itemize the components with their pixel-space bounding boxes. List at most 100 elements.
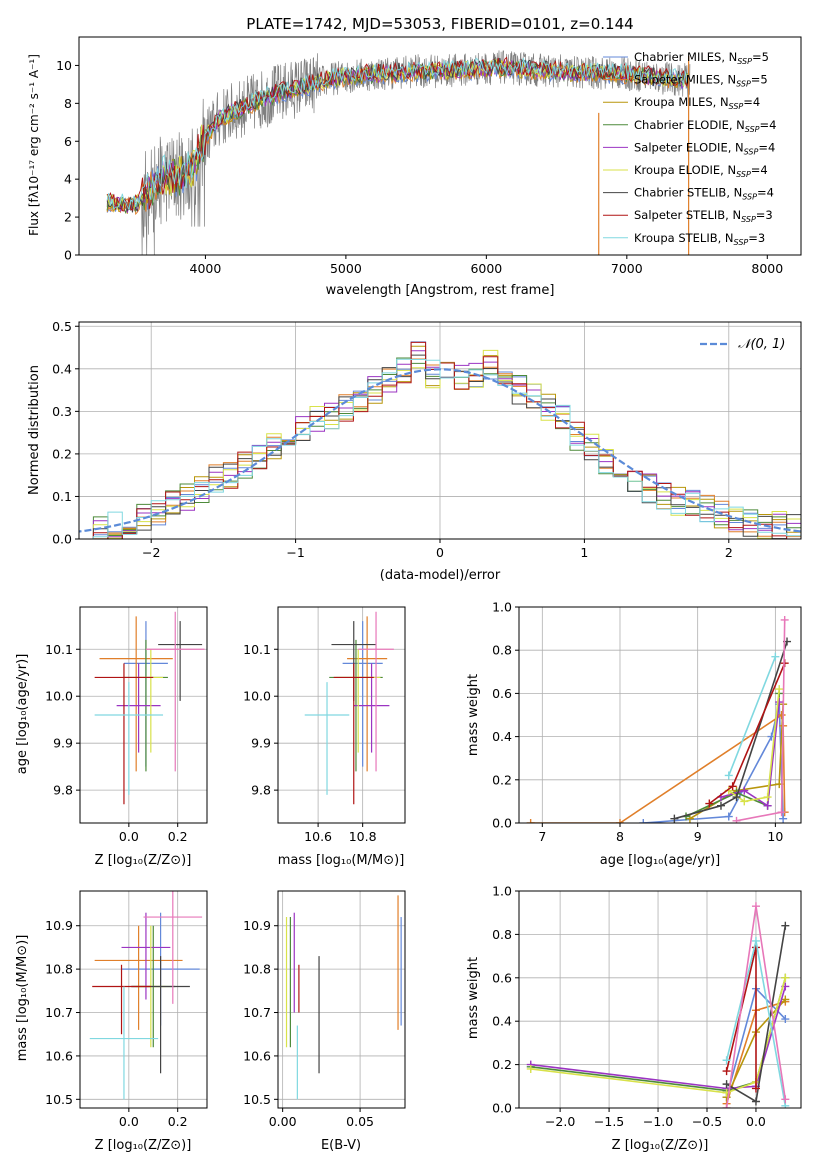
weight-line xyxy=(728,656,777,776)
x-tick-label: 6000 xyxy=(470,261,502,276)
x-tick-label: 0.0 xyxy=(746,1114,766,1129)
y-tick-label: 9.9 xyxy=(53,736,73,751)
errorbar-point xyxy=(89,986,159,1100)
y-tick-label: 0.0 xyxy=(492,1101,512,1116)
y-tick-label: 0.0 xyxy=(52,532,72,547)
weight-vs-Z-xlabel: Z [log₁₀(Z/Z⊙)] xyxy=(612,1138,709,1153)
legend-label: Chabrier MILES, NSSP=5 xyxy=(634,50,769,66)
plot-area xyxy=(285,895,402,1100)
weight-marker xyxy=(781,921,790,930)
gaussian-reference xyxy=(79,368,801,533)
plot-area xyxy=(94,611,205,805)
axes-frame xyxy=(518,606,802,824)
mass-vs-Z-xlabel: Z [log₁₀(Z/Z⊙)] xyxy=(95,1138,192,1153)
x-tick-label: 10.8 xyxy=(349,829,377,844)
x-tick-label: −0.5 xyxy=(692,1114,722,1129)
y-tick-label: 10.9 xyxy=(243,918,271,933)
errorbar-point xyxy=(121,912,171,1000)
errorbar-point xyxy=(143,891,203,1004)
weight-marker xyxy=(779,814,788,823)
y-tick-label: 1.0 xyxy=(492,884,512,899)
y-tick-label: 10.5 xyxy=(243,1092,271,1107)
errorbar-point xyxy=(92,964,151,1035)
weight-marker xyxy=(781,973,790,982)
x-tick-label: 0.00 xyxy=(269,1114,297,1129)
weight-marker xyxy=(670,814,679,823)
axes-frame xyxy=(277,606,406,824)
errorbar-point xyxy=(94,663,154,805)
legend-label: Kroupa ELODIE, NSSP=4 xyxy=(634,163,768,179)
weight-marker xyxy=(751,1097,760,1106)
axes-frame xyxy=(277,890,406,1109)
y-tick-label: 0.4 xyxy=(492,1014,512,1029)
legend-label: Salpeter MILES, NSSP=5 xyxy=(634,73,768,89)
x-tick-label: 1 xyxy=(580,545,588,560)
weight-marker xyxy=(716,801,725,810)
weight-marker xyxy=(639,819,648,823)
weight-vs-age-ylabel: mass weight xyxy=(466,674,481,756)
y-tick-label: 10.5 xyxy=(45,1092,73,1107)
weight-marker xyxy=(722,1104,731,1108)
weight-marker xyxy=(740,797,749,806)
y-tick-label: 9.9 xyxy=(251,736,271,751)
weight-marker xyxy=(775,685,784,694)
y-tick-label: 1.0 xyxy=(492,600,512,615)
x-tick-label: 10 xyxy=(767,829,783,844)
age-vs-metallicity-panel: Z [log₁₀(Z/Z⊙)] age [log₁₀(age/yr)] 0.0 0… xyxy=(15,606,208,868)
errorbar-point xyxy=(333,663,374,805)
x-tick-label: 9 xyxy=(694,829,702,844)
weight-marker xyxy=(777,711,786,719)
legend-label: Kroupa STELIB, NSSP=3 xyxy=(634,231,765,247)
y-tick-label: 10.1 xyxy=(243,642,271,657)
y-tick-label: 0.2 xyxy=(52,446,72,461)
x-tick-label: 8 xyxy=(616,829,624,844)
weight-marker xyxy=(781,1095,790,1104)
x-tick-label: −2.0 xyxy=(545,1114,575,1129)
weight-marker xyxy=(724,812,733,821)
y-tick-label: 10.6 xyxy=(243,1048,271,1063)
legend-label: Kroupa MILES, NSSP=4 xyxy=(634,95,760,111)
y-tick-label: 10.9 xyxy=(45,918,73,933)
x-tick-label: 7000 xyxy=(611,261,643,276)
errorbar-point xyxy=(99,616,173,772)
errorbar-point xyxy=(145,611,205,772)
plot-area xyxy=(304,611,394,805)
weight-marker xyxy=(780,615,789,624)
y-tick-label: 0 xyxy=(64,248,72,263)
weight-marker xyxy=(751,1084,760,1093)
y-tick-label: 0.8 xyxy=(492,927,512,942)
y-tick-label: 0.2 xyxy=(492,1057,512,1072)
y-tick-label: 9.8 xyxy=(53,783,73,798)
spectrum-panel: wavelength [Angstrom, rest frame] Flux [… xyxy=(27,36,802,298)
legend-label: 𝒩(0, 1) xyxy=(738,337,785,352)
weight-marker xyxy=(732,816,741,823)
residuals-ylabel: Normed distribution xyxy=(27,365,42,495)
x-tick-label: 2 xyxy=(725,545,733,560)
age-vs-Z-xlabel: Z [log₁₀(Z/Z⊙)] xyxy=(95,853,192,868)
y-tick-label: 0.8 xyxy=(492,643,512,658)
x-tick-label: −1.5 xyxy=(594,1114,624,1129)
plot-area xyxy=(89,891,203,1100)
age-vs-mass-panel: mass [log₁₀(M/M⊙)] 10.6 10.8 9.8 9.9 10.0 10.… xyxy=(243,606,406,868)
x-tick-label: 7 xyxy=(538,829,546,844)
weight-vs-Z-ylabel: mass weight xyxy=(466,957,481,1039)
weight-line xyxy=(530,977,787,1094)
weight-marker xyxy=(722,1080,731,1089)
weight-marker xyxy=(728,782,737,791)
weight-marker xyxy=(722,1067,731,1076)
weight-marker xyxy=(705,799,714,808)
x-tick-label: 5000 xyxy=(330,261,362,276)
y-tick-label: 0.4 xyxy=(52,361,72,376)
y-tick-label: 10.7 xyxy=(243,1005,271,1020)
x-tick-label: −1.0 xyxy=(643,1114,673,1129)
y-tick-label: 10.8 xyxy=(243,962,271,977)
y-tick-label: 0.1 xyxy=(52,489,72,504)
weight-marker xyxy=(732,793,741,802)
y-tick-label: 10.6 xyxy=(45,1048,73,1063)
y-tick-label: 0.5 xyxy=(52,319,72,334)
weight-marker xyxy=(771,652,780,661)
legend-label: Salpeter STELIB, NSSP=3 xyxy=(634,208,773,224)
x-tick-label: 0.2 xyxy=(168,829,188,844)
y-tick-label: 8 xyxy=(64,96,72,111)
